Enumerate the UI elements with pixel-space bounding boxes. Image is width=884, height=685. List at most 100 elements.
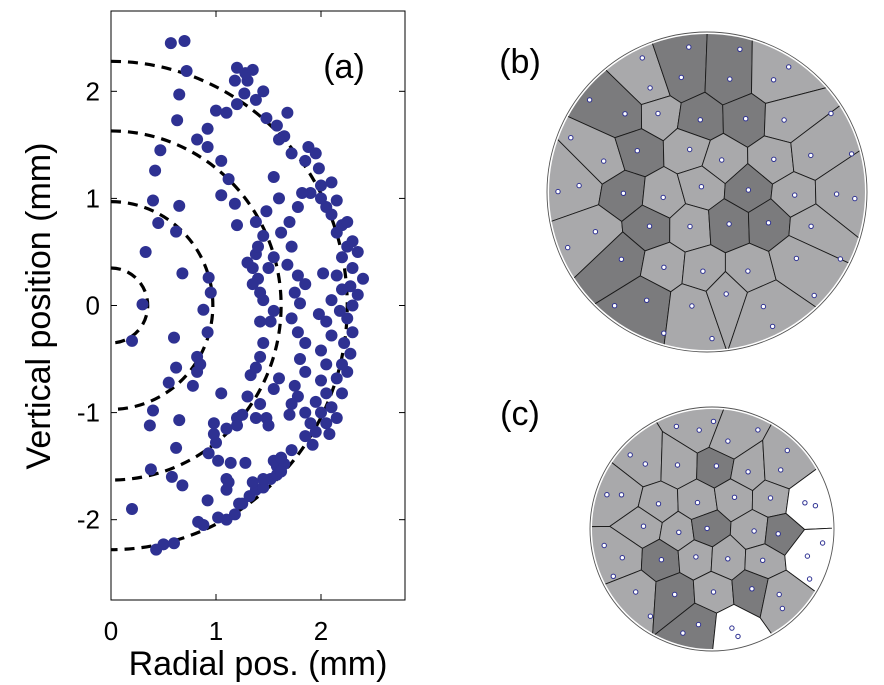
particle-site xyxy=(743,116,749,122)
data-point xyxy=(260,112,273,125)
particle-site xyxy=(565,244,571,251)
y-tick-label: 2 xyxy=(86,76,100,106)
data-point xyxy=(215,189,228,202)
y-axis-ticks: -2 -1 0 1 2 xyxy=(77,76,405,535)
particle-site xyxy=(576,182,582,189)
particle-site xyxy=(672,591,678,598)
data-point xyxy=(283,408,296,421)
data-point xyxy=(254,286,267,299)
data-point xyxy=(315,406,327,419)
particle-site xyxy=(786,64,792,70)
particle-site xyxy=(719,157,725,163)
particle-site xyxy=(555,188,561,195)
particle-site xyxy=(769,323,776,330)
data-point xyxy=(246,63,259,76)
data-point xyxy=(294,297,306,310)
data-points xyxy=(126,34,369,556)
particle-site xyxy=(745,268,751,274)
data-point xyxy=(143,419,156,432)
guide-arc-2 xyxy=(111,200,215,411)
data-point xyxy=(267,304,280,317)
data-point xyxy=(281,106,294,119)
data-point xyxy=(330,411,343,424)
data-point xyxy=(249,215,262,228)
particle-site xyxy=(710,418,717,425)
data-point xyxy=(285,312,298,325)
data-point xyxy=(239,456,252,469)
guide-arc-3 xyxy=(111,129,283,482)
particle-site xyxy=(642,461,648,467)
data-point xyxy=(333,304,346,317)
data-point xyxy=(150,543,163,556)
data-point xyxy=(281,258,294,271)
data-point xyxy=(144,463,157,476)
data-point xyxy=(231,419,243,432)
data-point xyxy=(264,315,277,328)
data-point xyxy=(323,428,336,441)
particle-site xyxy=(674,462,681,468)
panel-c-boundary-circle xyxy=(589,406,835,652)
data-point xyxy=(222,173,235,186)
particle-site xyxy=(806,576,813,582)
particle-site xyxy=(696,427,702,433)
data-point xyxy=(299,406,312,419)
data-point xyxy=(238,87,251,100)
particle-site xyxy=(837,256,844,262)
particle-site xyxy=(676,529,682,535)
particle-site xyxy=(689,303,695,309)
particle-site xyxy=(673,423,680,430)
data-point xyxy=(165,470,178,483)
particle-site xyxy=(765,220,772,226)
data-point xyxy=(204,286,217,299)
data-point xyxy=(304,417,317,430)
data-point xyxy=(201,141,214,154)
particle-site xyxy=(819,540,826,546)
particle-site xyxy=(802,500,808,506)
data-point xyxy=(173,199,186,212)
data-point xyxy=(173,414,186,427)
particle-site xyxy=(620,190,627,197)
panel-b-label: (b) xyxy=(499,43,541,81)
data-point xyxy=(273,133,285,146)
particle-site xyxy=(639,55,645,61)
particle-site xyxy=(725,556,731,562)
y-axis-label: Vertical position (mm) xyxy=(20,143,58,470)
particle-site xyxy=(781,117,787,123)
data-point xyxy=(285,147,298,160)
voronoi-cell xyxy=(751,34,865,104)
data-point xyxy=(176,479,189,492)
data-point xyxy=(309,147,322,160)
particle-site xyxy=(771,156,777,163)
particle-site xyxy=(618,256,625,262)
data-point xyxy=(285,398,298,411)
particle-site xyxy=(735,633,741,640)
particle-site xyxy=(767,495,774,501)
data-point xyxy=(201,326,214,339)
particle-site xyxy=(694,499,701,506)
data-point xyxy=(299,154,312,167)
data-point xyxy=(168,331,180,344)
particle-site xyxy=(709,335,715,342)
data-point xyxy=(257,85,270,98)
x-axis-label: Radial pos. (mm) xyxy=(129,645,388,683)
data-point xyxy=(267,170,280,183)
data-point xyxy=(325,329,338,342)
particle-site xyxy=(647,613,654,619)
particle-site xyxy=(633,589,639,595)
particle-site xyxy=(793,255,800,262)
particle-site xyxy=(601,158,607,164)
data-point xyxy=(249,361,262,374)
data-point xyxy=(147,404,159,417)
data-point xyxy=(351,288,364,301)
data-point xyxy=(139,245,152,258)
data-point xyxy=(273,192,285,205)
x-tick-label: 1 xyxy=(209,616,223,646)
particle-site xyxy=(726,221,732,227)
particle-site xyxy=(661,264,667,270)
data-point xyxy=(257,472,270,485)
particle-site xyxy=(779,605,786,612)
data-point xyxy=(346,299,359,312)
data-point xyxy=(262,419,275,432)
data-point xyxy=(336,251,348,264)
data-point xyxy=(168,537,180,550)
